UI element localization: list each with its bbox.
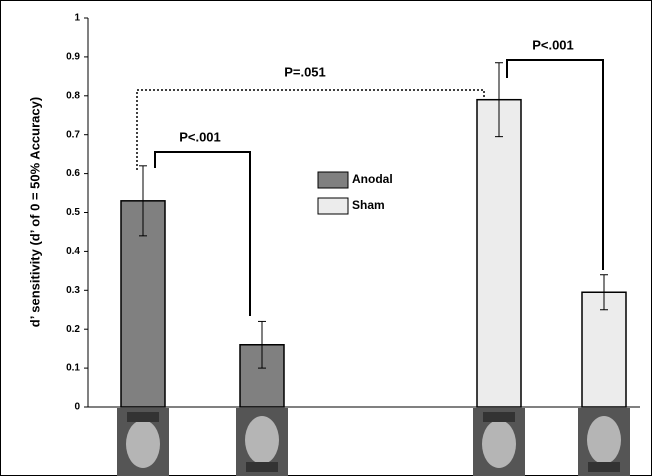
y-tick-label: 0.6: [66, 168, 80, 179]
error-bar: [600, 274, 608, 311]
error-bar: [258, 320, 266, 369]
y-tick-label: 0.1: [66, 363, 80, 374]
y-tick-label: 0.5: [66, 207, 80, 218]
y-tick-label: 0: [74, 402, 80, 413]
bar: [476, 98, 522, 408]
y-tick-label: 0.9: [66, 52, 80, 63]
error-bar: [139, 165, 147, 237]
legend-label: Sham: [352, 198, 385, 212]
y-tick-label: 0.2: [66, 324, 80, 335]
y-tick-label: 0.8: [66, 90, 80, 101]
bracket: [136, 89, 485, 170]
face-images: [117, 408, 630, 476]
y-tick-label: 0.4: [66, 246, 80, 257]
annotation: P<.001: [532, 37, 574, 52]
annotation: P=.051: [284, 64, 326, 79]
annotation: P<.001: [179, 129, 221, 144]
y-tick-label: 0.7: [66, 129, 80, 140]
y-tick-label: 0.3: [66, 285, 80, 296]
legend-label: Anodal: [352, 172, 393, 186]
error-bar: [495, 62, 503, 138]
legend-swatch: [317, 171, 349, 189]
bracket: [154, 151, 251, 316]
y-tick-label: 1: [74, 13, 80, 24]
legend-swatch: [317, 197, 349, 215]
bracket: [506, 59, 604, 270]
bar: [581, 291, 627, 408]
y-axis-label: d’ sensitivity (d’ of 0 = 50% Accuracy): [27, 97, 42, 327]
